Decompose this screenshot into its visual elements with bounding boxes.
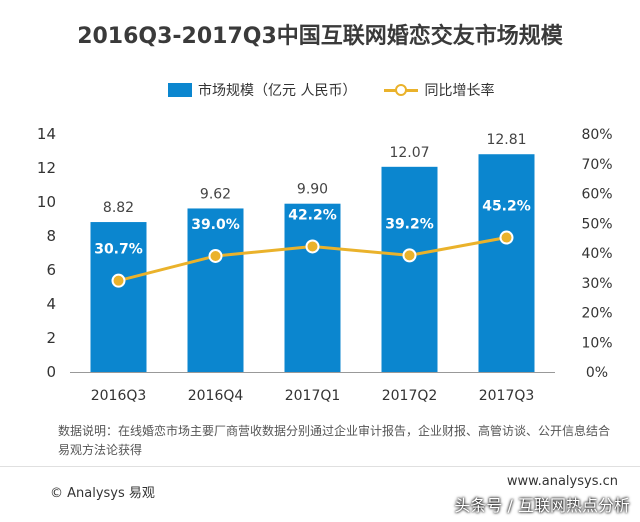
growth-rate-label: 39.2% <box>385 216 434 232</box>
y-right-tick-label: 60% <box>581 187 612 203</box>
y-right-tick-label: 70% <box>581 157 612 173</box>
y-left-tick-label: 2 <box>46 329 56 347</box>
x-tick-label: 2017Q1 <box>285 388 341 404</box>
bar-value-label: 12.81 <box>486 132 526 148</box>
bar-value-label: 9.90 <box>297 182 328 198</box>
y-right-tick-label: 20% <box>581 306 612 322</box>
growth-rate-point <box>208 248 223 263</box>
chart-legend: 市场规模（亿元 人民币） 同比增长率 <box>168 80 494 100</box>
y-left-tick-label: 8 <box>46 227 56 245</box>
x-tick-label: 2017Q2 <box>382 388 438 404</box>
bar-value-label: 9.62 <box>200 186 231 202</box>
y-left-tick-label: 14 <box>37 125 56 143</box>
y-right-tick-label: 30% <box>581 276 612 292</box>
data-note: 数据说明：在线婚恋市场主要厂商营收数据分别通过企业审计报告，企业财报、高管访谈、… <box>58 424 611 457</box>
growth-rate-label: 42.2% <box>288 207 337 223</box>
x-tick-label: 2017Q3 <box>479 388 535 404</box>
y-left-tick-label: 6 <box>46 261 56 279</box>
growth-rate-point <box>499 230 514 245</box>
x-tick-label: 2016Q3 <box>91 388 147 404</box>
bar <box>381 166 438 372</box>
legend-line-label: 同比增长率 <box>424 83 495 99</box>
x-tick-label: 2016Q4 <box>188 388 244 404</box>
growth-rate-point <box>305 239 320 254</box>
growth-rate-label: 30.7% <box>94 242 143 258</box>
y-right-tick-label: 10% <box>581 335 612 351</box>
growth-rate-point <box>402 248 417 263</box>
bar <box>478 154 535 372</box>
growth-rate-label: 39.0% <box>191 217 240 233</box>
y-right-tick-label: 40% <box>581 246 612 262</box>
legend-bar-swatch <box>168 83 192 97</box>
y-right-tick-label: 80% <box>581 127 612 143</box>
legend-bar-label: 市场规模（亿元 人民币） <box>198 83 357 99</box>
y-left-tick-label: 4 <box>46 295 56 313</box>
y-left-tick-label: 0 <box>46 363 56 381</box>
y-right-tick-label: 50% <box>581 216 612 232</box>
legend-line-swatch <box>384 83 419 97</box>
copyright-text: © Analysys 易观 <box>50 486 155 501</box>
y-right-tick-label: 0% <box>586 365 608 381</box>
watermark-text: 头条号 / 互联网热点分析 <box>454 496 630 515</box>
growth-rate-label: 45.2% <box>482 199 531 215</box>
y-left-tick-label: 12 <box>37 159 56 177</box>
site-url: www.analysys.cn <box>506 474 618 489</box>
footer-divider <box>0 466 640 467</box>
bar <box>90 222 147 372</box>
bar <box>284 203 341 372</box>
chart-title: 2016Q3-2017Q3中国互联网婚恋交友市场规模 <box>77 24 563 49</box>
y-left-tick-label: 10 <box>37 193 56 211</box>
bar <box>187 208 244 372</box>
combo-chart: 0 2 4 6 8 10 12 14 0% 10% 20% 30% 40% 50% 60% 70% 80% 8.8… <box>37 125 613 404</box>
bar-value-label: 12.07 <box>389 145 429 161</box>
growth-rate-point <box>111 273 126 288</box>
bar-value-label: 8.82 <box>103 200 134 216</box>
